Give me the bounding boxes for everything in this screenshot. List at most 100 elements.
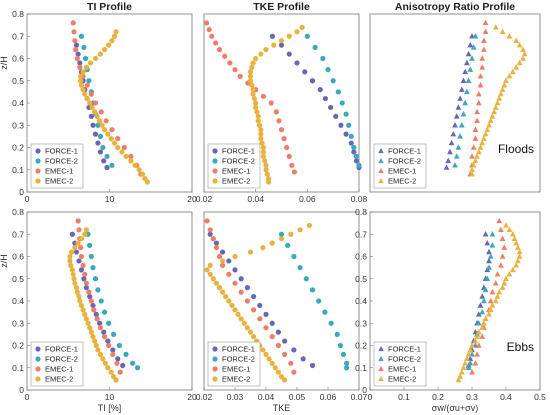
data-point bbox=[272, 365, 278, 371]
data-point bbox=[486, 311, 492, 317]
data-point bbox=[482, 130, 489, 137]
data-point bbox=[81, 44, 87, 50]
data-point bbox=[499, 253, 506, 259]
data-point bbox=[276, 118, 282, 124]
data-point bbox=[330, 78, 336, 84]
data-point bbox=[251, 95, 257, 102]
data-point bbox=[105, 338, 111, 344]
data-point bbox=[114, 360, 120, 366]
data-point bbox=[281, 136, 287, 142]
data-point bbox=[260, 93, 267, 99]
legend-marker bbox=[378, 376, 384, 382]
data-point bbox=[132, 162, 138, 168]
data-point bbox=[448, 139, 455, 146]
data-point bbox=[484, 126, 491, 132]
x-tick-label: 0.04 bbox=[258, 392, 275, 402]
data-point bbox=[288, 360, 294, 366]
data-point bbox=[479, 139, 486, 146]
data-point bbox=[84, 82, 90, 88]
series-emec-2 bbox=[469, 24, 528, 177]
data-point bbox=[469, 342, 475, 348]
data-point bbox=[247, 329, 254, 335]
data-point bbox=[282, 338, 288, 344]
data-point bbox=[251, 307, 257, 313]
data-point bbox=[297, 227, 303, 233]
data-point bbox=[105, 365, 111, 371]
legend-entry: EMEC-1 bbox=[45, 365, 73, 374]
data-point bbox=[213, 280, 219, 286]
data-point bbox=[455, 376, 462, 383]
data-point bbox=[268, 100, 274, 106]
data-point bbox=[269, 240, 275, 246]
data-point bbox=[121, 144, 127, 151]
data-point bbox=[209, 33, 215, 39]
data-point bbox=[278, 127, 285, 133]
data-point bbox=[269, 360, 275, 366]
data-point bbox=[511, 235, 518, 241]
data-point bbox=[113, 29, 119, 35]
data-point bbox=[119, 149, 125, 155]
data-point bbox=[97, 351, 104, 357]
data-point bbox=[216, 47, 223, 53]
data-point bbox=[229, 302, 235, 309]
data-point bbox=[494, 99, 501, 106]
data-point bbox=[204, 218, 210, 224]
data-point bbox=[515, 257, 521, 264]
data-point bbox=[244, 325, 250, 331]
data-point bbox=[82, 91, 88, 97]
data-point bbox=[481, 37, 487, 43]
data-point bbox=[516, 253, 523, 259]
data-point bbox=[337, 342, 343, 349]
data-point bbox=[516, 59, 523, 66]
data-point bbox=[87, 100, 93, 106]
data-point bbox=[475, 148, 482, 155]
legend-entry: FORCE-1 bbox=[45, 147, 78, 156]
data-point bbox=[499, 28, 506, 35]
legend-entry: EMEC-1 bbox=[388, 167, 416, 176]
data-point bbox=[105, 131, 111, 137]
data-point bbox=[104, 153, 110, 159]
y-tick-label: 0.4 bbox=[355, 296, 367, 306]
data-point bbox=[509, 68, 516, 75]
data-point bbox=[134, 365, 141, 371]
data-point bbox=[92, 276, 99, 282]
data-point bbox=[206, 26, 212, 33]
data-point bbox=[260, 347, 266, 353]
data-point bbox=[275, 342, 281, 349]
data-point bbox=[262, 158, 268, 164]
data-point bbox=[110, 351, 116, 357]
data-point bbox=[92, 338, 98, 344]
data-point bbox=[462, 99, 469, 106]
data-point bbox=[86, 78, 92, 84]
data-point bbox=[69, 231, 75, 237]
data-point bbox=[88, 113, 94, 119]
series-emec-2 bbox=[78, 29, 151, 185]
y-tick-label: 0.5 bbox=[355, 274, 367, 284]
data-point bbox=[482, 286, 489, 293]
data-point bbox=[348, 133, 354, 139]
x-tick-label: 20 bbox=[187, 194, 197, 204]
data-point bbox=[300, 356, 306, 362]
y-tick-label: 0.2 bbox=[12, 341, 24, 351]
data-point bbox=[481, 320, 487, 326]
data-point bbox=[102, 360, 108, 366]
data-point bbox=[78, 302, 85, 309]
legend-marker bbox=[35, 168, 41, 174]
series-force-2 bbox=[304, 33, 362, 168]
series-force-2 bbox=[85, 231, 141, 371]
data-point bbox=[509, 266, 516, 273]
x-tick-label: 0.4 bbox=[500, 392, 512, 402]
data-point bbox=[213, 240, 219, 246]
legend-entry: FORCE-1 bbox=[45, 345, 78, 354]
data-point bbox=[75, 51, 81, 57]
data-point bbox=[278, 236, 285, 242]
legend-entry: FORCE-1 bbox=[388, 345, 421, 354]
data-point bbox=[74, 55, 80, 62]
data-point bbox=[288, 231, 294, 237]
data-point bbox=[506, 33, 513, 39]
data-point bbox=[100, 356, 106, 362]
series-emec-2 bbox=[67, 227, 119, 383]
data-point bbox=[271, 42, 277, 48]
legend-marker bbox=[212, 168, 218, 174]
